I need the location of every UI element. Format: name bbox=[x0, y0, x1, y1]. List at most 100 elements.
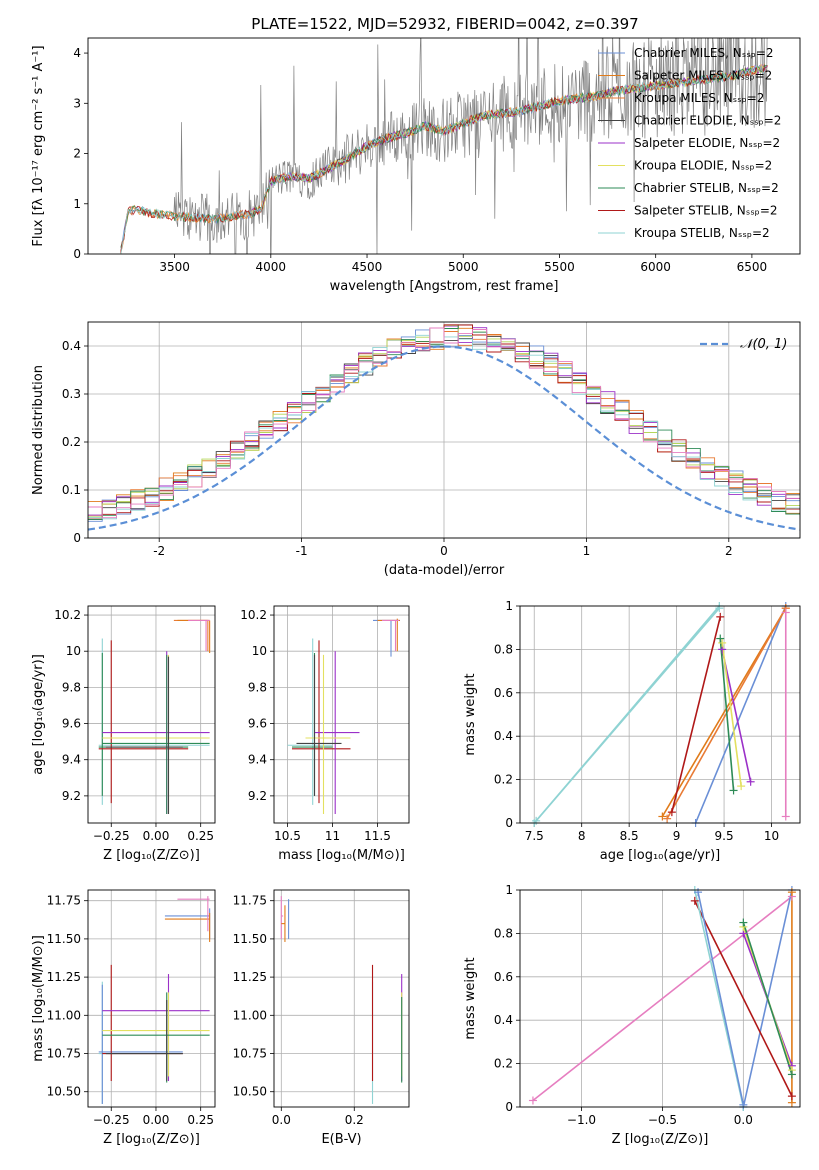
observed-spectrum bbox=[120, 38, 768, 254]
x-tick-label: 1 bbox=[583, 544, 591, 558]
mass-weight-line-4 bbox=[721, 649, 752, 782]
model-spectrum-8 bbox=[120, 65, 768, 254]
histogram-step-9 bbox=[88, 327, 800, 519]
y-tick-label: 11.75 bbox=[233, 894, 267, 908]
legend-label: Kroupa MILES, Nₛₛₚ=2 bbox=[634, 91, 764, 105]
legend-label: Salpeter STELIB, Nₛₛₚ=2 bbox=[634, 204, 778, 218]
x-tick-label: −0.25 bbox=[93, 829, 130, 843]
mass-weight-line-6 bbox=[742, 922, 793, 1075]
y-tick-label: 0.2 bbox=[494, 1057, 513, 1071]
x-tick-label: 0.25 bbox=[187, 1113, 214, 1127]
x-tick-label: 0 bbox=[440, 544, 448, 558]
x-tick-label: 6500 bbox=[737, 260, 768, 274]
y-tick-label: 2 bbox=[73, 147, 81, 161]
x-axis-label: Z [log₁₀(Z/Z⊙)] bbox=[103, 1132, 200, 1147]
x-tick-label: 6000 bbox=[640, 260, 671, 274]
y-tick-label: 0 bbox=[505, 1100, 513, 1114]
x-tick-label: 8 bbox=[578, 829, 586, 843]
y-tick-label: 10.2 bbox=[240, 608, 267, 622]
mass-weight-line-8 bbox=[535, 607, 720, 822]
x-tick-label: −1.0 bbox=[567, 1113, 596, 1127]
mass-weight-line-3 bbox=[694, 900, 793, 1097]
y-tick-label: 9.6 bbox=[248, 717, 267, 731]
x-tick-label: 0.00 bbox=[143, 829, 170, 843]
plot-area bbox=[532, 890, 793, 1107]
plot-area bbox=[98, 896, 211, 1104]
y-tick-label: 0 bbox=[73, 531, 81, 545]
axes-frame bbox=[87, 321, 801, 539]
y-tick-label: 9.8 bbox=[248, 680, 267, 694]
y-tick-label: 9.6 bbox=[62, 717, 81, 731]
axes-frame bbox=[273, 889, 410, 1108]
plot-area bbox=[98, 619, 211, 814]
y-tick-label: 11.00 bbox=[47, 1008, 81, 1022]
y-tick-label: 11.00 bbox=[233, 1008, 267, 1022]
y-tick-label: 0.6 bbox=[494, 686, 513, 700]
y-axis-label: age [log₁₀(age/yr)] bbox=[31, 654, 46, 775]
y-axis-label: Normed distribution bbox=[31, 365, 46, 495]
x-tick-label: 2 bbox=[725, 544, 733, 558]
y-tick-label: 0 bbox=[505, 816, 513, 830]
x-axis-label: wavelength [Angstrom, rest frame] bbox=[330, 279, 559, 294]
x-tick-label: 0.2 bbox=[345, 1113, 364, 1127]
x-tick-label: 9 bbox=[673, 829, 681, 843]
y-tick-label: 9.4 bbox=[248, 753, 267, 767]
x-tick-label: 10 bbox=[764, 829, 779, 843]
panel-mass_vs_ebv: 0.0 0.2 10.50 10.75 11.00 11.25 11.50 11.75 E(B-… bbox=[233, 889, 410, 1147]
mass-weight-line-8 bbox=[697, 892, 745, 1105]
y-tick-label: 9.2 bbox=[62, 789, 81, 803]
y-axis-label: mass weight bbox=[463, 957, 478, 1039]
x-tick-label: 0.0 bbox=[734, 1113, 753, 1127]
x-axis-label: Z [log₁₀(Z/Z⊙)] bbox=[103, 848, 200, 863]
y-tick-label: 10.50 bbox=[233, 1085, 267, 1099]
plot-area bbox=[88, 324, 800, 531]
mass-weight-line-7 bbox=[694, 890, 745, 1107]
mass-weight-line-5 bbox=[721, 642, 742, 787]
y-tick-label: 11.50 bbox=[47, 932, 81, 946]
y-tick-label: 1 bbox=[505, 599, 513, 613]
mass-weight-line-1 bbox=[661, 607, 787, 817]
x-tick-label: 7.5 bbox=[525, 829, 544, 843]
x-tick-label: 11.5 bbox=[364, 829, 391, 843]
y-tick-label: 0.4 bbox=[494, 729, 513, 743]
x-tick-label: 5000 bbox=[448, 260, 479, 274]
figure-title: PLATE=1522, MJD=52932, FIBERID=0042, z=0… bbox=[251, 15, 638, 33]
mass-weight-line-0 bbox=[694, 606, 787, 823]
y-tick-label: 0.4 bbox=[62, 339, 81, 353]
y-tick-label: 0.2 bbox=[62, 435, 81, 449]
x-axis-label: mass [log₁₀(M/M⊙)] bbox=[278, 848, 405, 863]
axes-frame bbox=[273, 605, 410, 824]
x-axis-label: Z [log₁₀(Z/Z⊙)] bbox=[612, 1132, 709, 1147]
y-tick-label: 11.50 bbox=[233, 932, 267, 946]
x-tick-label: 4500 bbox=[352, 260, 383, 274]
y-axis-label: mass [log₁₀(M/M⊙)] bbox=[31, 935, 46, 1062]
legend-label: Chabrier MILES, Nₛₛₚ=2 bbox=[634, 46, 774, 60]
x-tick-label: 3500 bbox=[159, 260, 190, 274]
axes-frame bbox=[87, 37, 801, 255]
y-tick-label: 0.8 bbox=[494, 642, 513, 656]
mass-weight-line-7 bbox=[671, 616, 722, 813]
legend-label: Kroupa STELIB, Nₛₛₚ=2 bbox=[634, 226, 770, 240]
y-tick-label: 9.4 bbox=[62, 753, 81, 767]
legend-label: 𝒩(0, 1) bbox=[740, 337, 787, 352]
panel-mw_vs_age: 7.5 8 8.5 9 9.5 10 0 0.2 0.4 0.6 0.8 1 age [log₁₀(ag… bbox=[463, 599, 801, 863]
x-tick-label: -2 bbox=[153, 544, 165, 558]
panel-mw_vs_Z: −1.0 −0.5 0.0 0 0.2 0.4 0.6 0.8 1 Z [log₁₀(Z/Z⊙)]… bbox=[463, 883, 801, 1147]
plot-area bbox=[287, 618, 400, 814]
y-tick-label: 0 bbox=[73, 247, 81, 261]
y-tick-label: 0.2 bbox=[494, 773, 513, 787]
legend-label: Salpeter ELODIE, Nₛₛₚ=2 bbox=[634, 136, 780, 150]
y-tick-label: 11.25 bbox=[233, 970, 267, 984]
x-tick-label: 9.5 bbox=[715, 829, 734, 843]
x-tick-label: 4000 bbox=[256, 260, 287, 274]
x-axis-label: age [log₁₀(age/yr)] bbox=[600, 848, 721, 863]
y-tick-label: 10.2 bbox=[54, 608, 81, 622]
y-tick-label: 10 bbox=[252, 644, 267, 658]
legend-label: Chabrier STELIB, Nₛₛₚ=2 bbox=[634, 181, 779, 195]
y-tick-label: 10.75 bbox=[233, 1047, 267, 1061]
y-tick-label: 10.50 bbox=[47, 1085, 81, 1099]
x-tick-label: 5500 bbox=[544, 260, 575, 274]
y-tick-label: 11.75 bbox=[47, 894, 81, 908]
panel-residuals: -2 -1 0 1 2 0 0.1 0.2 0.3 0.4 (data-model)/error No… bbox=[31, 321, 801, 578]
